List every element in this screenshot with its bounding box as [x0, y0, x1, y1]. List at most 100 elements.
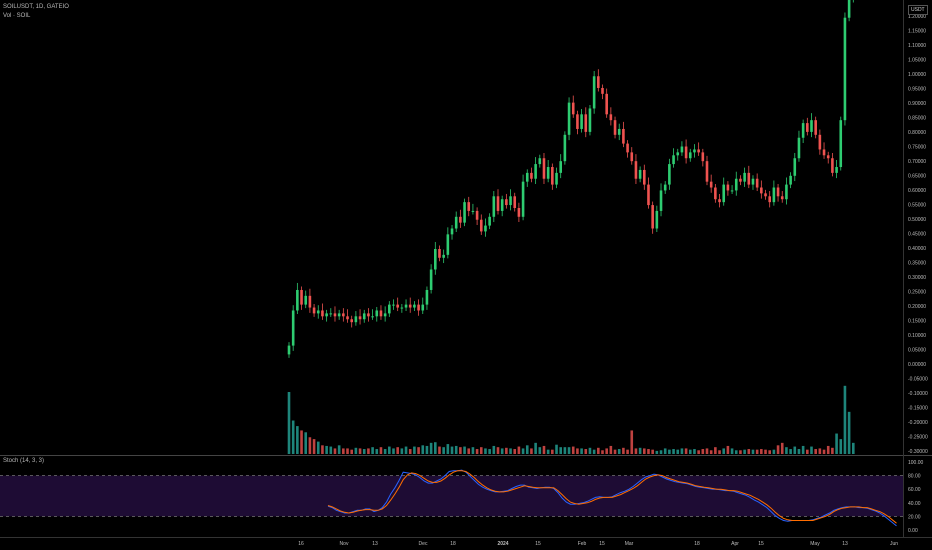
- stoch-indicator-label[interactable]: Stoch (14, 3, 3): [3, 458, 45, 464]
- volume-bar: [358, 448, 362, 454]
- price-tick-label: 0.85000: [908, 116, 926, 122]
- candle-body: [496, 196, 500, 211]
- volume-bar: [325, 445, 328, 454]
- volume-bar: [546, 449, 550, 454]
- candle-body: [743, 172, 746, 182]
- price-tick-label: 0.80000: [908, 130, 926, 136]
- volume-bar: [780, 442, 784, 454]
- candle-body: [475, 210, 479, 220]
- volume-bar: [705, 448, 709, 454]
- volume-bar: [714, 447, 717, 454]
- volume-bar: [521, 448, 525, 454]
- candle-body: [371, 316, 374, 318]
- candle-body: [358, 316, 362, 320]
- volume-bar: [806, 449, 809, 454]
- symbol-title[interactable]: SOILUSDT, 1D, GATEIO: [3, 4, 69, 10]
- candle-body: [467, 202, 471, 211]
- volume-bar: [734, 450, 738, 454]
- time-tick-label: 16: [298, 541, 304, 547]
- candle-body: [316, 310, 320, 314]
- volume-bar: [684, 448, 688, 454]
- volume-bar: [525, 445, 529, 454]
- volume-bar: [726, 445, 730, 454]
- volume-bar: [826, 445, 830, 454]
- volume-bar: [492, 445, 496, 454]
- candle-body: [304, 295, 308, 305]
- volume-title[interactable]: Vol · SOIL: [3, 13, 31, 19]
- candle-body: [793, 158, 797, 176]
- volume-bar: [768, 450, 771, 454]
- candle-body: [693, 149, 696, 153]
- volume-bar: [739, 450, 742, 454]
- candle-body: [454, 216, 458, 229]
- candle-body: [434, 248, 437, 270]
- candle-body: [442, 254, 445, 258]
- candle-body: [822, 149, 826, 156]
- price-tick-label: -0.10000: [908, 391, 928, 397]
- volume-bar: [505, 447, 508, 454]
- candle-body: [576, 114, 579, 129]
- price-tick-label: 0.25000: [908, 290, 926, 296]
- candle-body: [718, 199, 721, 203]
- volume-bar: [764, 449, 767, 454]
- price-tick-label: 1.00000: [908, 72, 926, 78]
- volume-bar: [362, 449, 366, 454]
- volume-bar: [571, 446, 575, 454]
- volume-bar: [843, 385, 847, 454]
- candle-body: [534, 164, 537, 179]
- price-tick-label: 0.00000: [908, 362, 926, 368]
- price-tick-label: 0.70000: [908, 159, 926, 165]
- stoch-d-line: [327, 470, 897, 524]
- candle-body: [801, 123, 805, 138]
- volume-bar: [300, 430, 303, 454]
- volume-bar: [709, 450, 713, 454]
- volume-bar: [584, 449, 588, 454]
- candle-body: [525, 172, 529, 182]
- volume-bar: [371, 447, 374, 454]
- candle-body: [463, 202, 466, 223]
- time-tick-label: Dec: [419, 541, 428, 547]
- volume-bar: [810, 446, 813, 454]
- volume-bar: [747, 449, 751, 454]
- candle-body: [471, 210, 475, 212]
- volume-bar: [354, 447, 358, 454]
- volume-bar: [551, 449, 554, 454]
- volume-bar: [751, 449, 755, 454]
- volume-bar: [785, 447, 788, 454]
- volume-bar: [375, 449, 379, 454]
- candle-body: [505, 199, 508, 206]
- time-tick-label: 13: [372, 541, 378, 547]
- volume-layer: [287, 385, 855, 454]
- volume-bar: [760, 449, 763, 454]
- candle-body: [425, 289, 429, 305]
- volume-bar: [484, 448, 487, 454]
- candle-body: [400, 307, 404, 309]
- candle-body: [321, 310, 324, 317]
- volume-bar: [479, 447, 483, 454]
- volume-bar: [417, 447, 420, 454]
- candle-body: [446, 234, 450, 255]
- volume-bar: [634, 448, 638, 454]
- volume-bar: [404, 446, 408, 454]
- price-tick-label: 0.45000: [908, 232, 926, 238]
- volume-bar: [697, 450, 700, 454]
- candle-body: [517, 208, 521, 217]
- volume-bar: [559, 447, 562, 454]
- candle-body: [831, 158, 834, 173]
- volume-bar: [693, 449, 696, 454]
- candle-body: [839, 120, 843, 168]
- price-tick-label: 0.60000: [908, 188, 926, 194]
- candle-body: [291, 310, 295, 346]
- volume-bar: [429, 442, 433, 454]
- time-tick-label: Nov: [340, 541, 349, 547]
- candle-body: [337, 313, 341, 317]
- volume-bar: [421, 445, 425, 454]
- currency-badge[interactable]: USDT: [908, 5, 928, 15]
- price-tick-label: -0.25000: [908, 435, 928, 441]
- volume-bar: [609, 445, 613, 454]
- volume-bar: [450, 446, 454, 454]
- candle-body: [404, 304, 408, 308]
- stoch-tick-label: 80.00: [908, 474, 921, 480]
